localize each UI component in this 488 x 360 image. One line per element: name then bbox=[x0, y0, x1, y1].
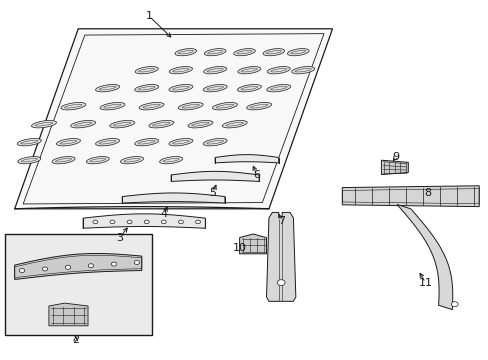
Ellipse shape bbox=[95, 85, 120, 92]
Circle shape bbox=[450, 302, 457, 307]
Text: 2: 2 bbox=[72, 335, 79, 345]
Ellipse shape bbox=[31, 121, 57, 128]
Ellipse shape bbox=[17, 139, 41, 146]
Ellipse shape bbox=[144, 220, 149, 224]
Ellipse shape bbox=[203, 67, 226, 74]
Polygon shape bbox=[381, 160, 407, 175]
Ellipse shape bbox=[237, 85, 261, 92]
Polygon shape bbox=[83, 214, 205, 228]
Text: 3: 3 bbox=[116, 233, 123, 243]
Polygon shape bbox=[171, 171, 259, 181]
Ellipse shape bbox=[266, 67, 290, 74]
Ellipse shape bbox=[175, 49, 196, 56]
Ellipse shape bbox=[169, 67, 192, 74]
Ellipse shape bbox=[135, 67, 158, 74]
Bar bbox=[5, 234, 151, 335]
Polygon shape bbox=[396, 204, 452, 310]
Ellipse shape bbox=[222, 121, 247, 128]
Ellipse shape bbox=[19, 269, 24, 273]
Ellipse shape bbox=[148, 121, 174, 128]
Ellipse shape bbox=[237, 67, 261, 74]
Polygon shape bbox=[49, 303, 88, 326]
Ellipse shape bbox=[203, 139, 227, 146]
Ellipse shape bbox=[109, 121, 135, 128]
Ellipse shape bbox=[187, 121, 213, 128]
Ellipse shape bbox=[266, 85, 290, 92]
Ellipse shape bbox=[18, 157, 41, 164]
Ellipse shape bbox=[88, 264, 94, 268]
Ellipse shape bbox=[110, 220, 115, 224]
Ellipse shape bbox=[246, 103, 271, 110]
Ellipse shape bbox=[70, 121, 96, 128]
Ellipse shape bbox=[212, 103, 237, 110]
Text: 9: 9 bbox=[392, 152, 399, 162]
Ellipse shape bbox=[287, 49, 308, 56]
Ellipse shape bbox=[134, 85, 159, 92]
Ellipse shape bbox=[65, 265, 71, 269]
Ellipse shape bbox=[178, 220, 183, 224]
Text: 8: 8 bbox=[424, 188, 430, 198]
Text: 4: 4 bbox=[160, 209, 167, 219]
Ellipse shape bbox=[111, 262, 116, 266]
Ellipse shape bbox=[159, 157, 183, 164]
Ellipse shape bbox=[95, 139, 120, 146]
Polygon shape bbox=[239, 234, 266, 254]
Ellipse shape bbox=[291, 67, 314, 74]
Ellipse shape bbox=[56, 139, 81, 146]
Text: 6: 6 bbox=[253, 170, 260, 180]
Ellipse shape bbox=[86, 157, 109, 164]
Ellipse shape bbox=[168, 139, 193, 146]
Text: 10: 10 bbox=[232, 243, 246, 253]
Polygon shape bbox=[342, 186, 478, 207]
Ellipse shape bbox=[100, 103, 125, 110]
Polygon shape bbox=[266, 212, 295, 301]
Ellipse shape bbox=[168, 85, 193, 92]
Text: 5: 5 bbox=[209, 188, 216, 198]
Ellipse shape bbox=[203, 85, 227, 92]
Polygon shape bbox=[15, 253, 142, 279]
Ellipse shape bbox=[127, 220, 132, 224]
Text: 11: 11 bbox=[418, 278, 431, 288]
Ellipse shape bbox=[42, 267, 48, 271]
Ellipse shape bbox=[120, 157, 143, 164]
Ellipse shape bbox=[52, 157, 75, 164]
Polygon shape bbox=[122, 193, 224, 203]
Ellipse shape bbox=[134, 261, 140, 265]
Ellipse shape bbox=[161, 220, 166, 224]
Ellipse shape bbox=[139, 103, 164, 110]
Ellipse shape bbox=[134, 139, 159, 146]
Ellipse shape bbox=[204, 49, 225, 56]
Text: 1: 1 bbox=[145, 11, 152, 21]
Circle shape bbox=[277, 280, 285, 285]
Ellipse shape bbox=[61, 103, 86, 110]
Ellipse shape bbox=[93, 220, 98, 224]
Polygon shape bbox=[15, 29, 332, 209]
Ellipse shape bbox=[233, 49, 255, 56]
Ellipse shape bbox=[195, 220, 200, 224]
Text: 7: 7 bbox=[277, 216, 284, 226]
Polygon shape bbox=[215, 155, 278, 163]
Ellipse shape bbox=[263, 49, 284, 56]
Ellipse shape bbox=[178, 103, 203, 110]
